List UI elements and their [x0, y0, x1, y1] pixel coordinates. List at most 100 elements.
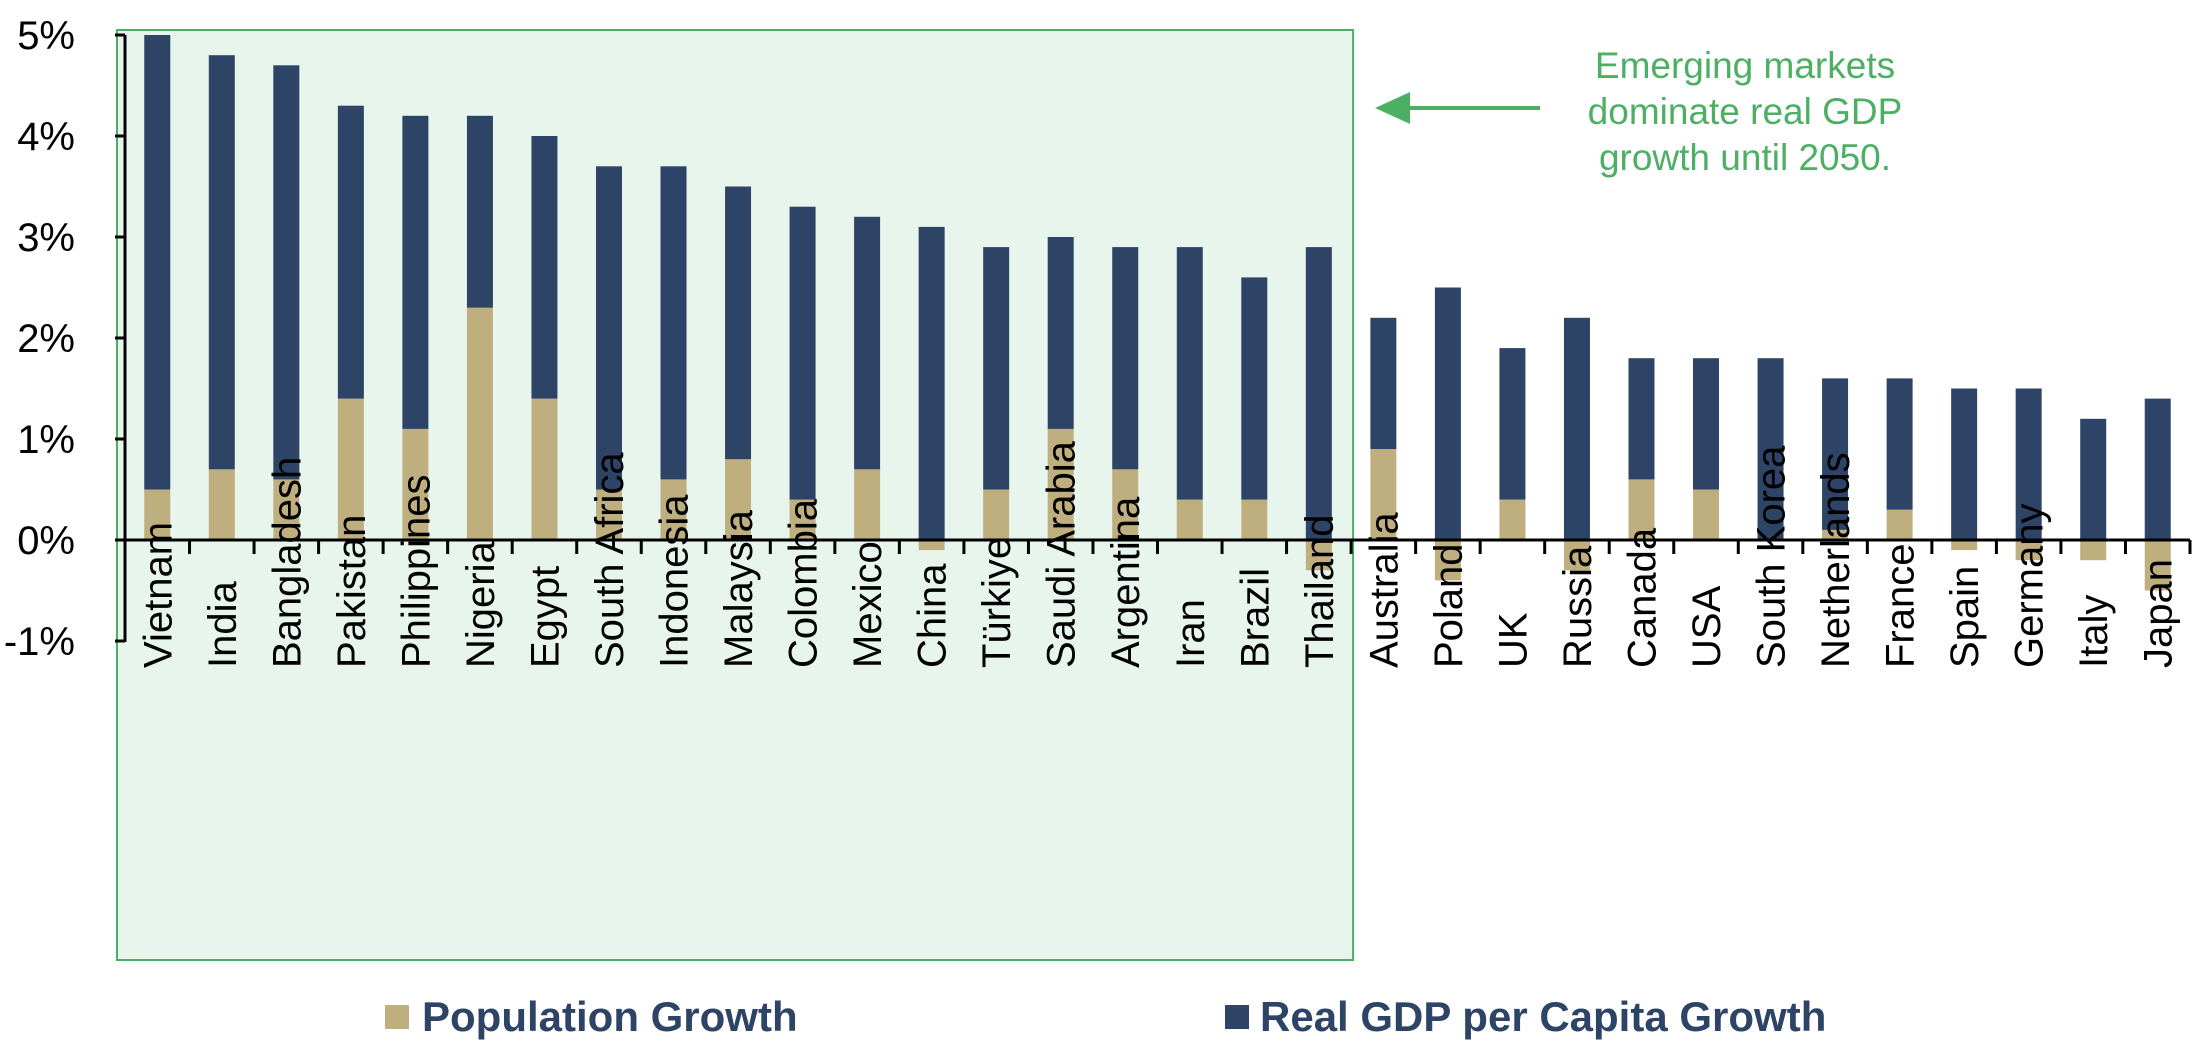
bar-gdp-per-capita-usa [1693, 358, 1720, 490]
category-label: Thailand [1298, 515, 1342, 668]
bar-population-netherlands [1822, 529, 1849, 540]
bar-population-uk [1499, 499, 1526, 540]
category-label: Iran [1169, 599, 1213, 668]
bar-gdp-per-capita-egypt [531, 136, 558, 399]
bar-population-colombia [789, 499, 816, 540]
category-label: Australia [1362, 512, 1406, 668]
bar-population-usa [1693, 489, 1720, 540]
bar-population-australia [1370, 449, 1397, 540]
bar-population-japan [2144, 540, 2171, 591]
legend-label-population: Population Growth [422, 993, 798, 1040]
legend: Population Growth Real GDP per Capita Gr… [385, 993, 1826, 1040]
y-tick-label: -1% [4, 620, 75, 664]
category-label: Türkiye [975, 537, 1019, 668]
category-label: Brazil [1233, 568, 1277, 668]
bar-gdp-per-capita-indonesia [660, 166, 687, 480]
x-tick-group [188, 540, 2192, 554]
bar-gdp-per-capita-brazil [1241, 277, 1268, 500]
bar-gdp-per-capita-philippines [402, 115, 429, 429]
bar-population-indonesia [660, 479, 687, 540]
bar-population-saudi-arabia [1047, 428, 1074, 540]
legend-swatch-gdp-per-capita [1225, 1005, 1249, 1029]
bar-population-germany [2015, 540, 2042, 561]
bar-gdp-per-capita-pakistan [337, 105, 364, 399]
y-tick-label: 0% [17, 519, 75, 563]
category-label: Bangladesh [265, 457, 309, 668]
bar-gdp-per-capita-mexico [854, 216, 881, 470]
bar-gdp-per-capita-south-korea [1757, 358, 1784, 540]
y-tick-label: 4% [17, 115, 75, 159]
bar-gdp-per-capita-thailand [1305, 247, 1332, 540]
annotation-line-2: dominate real GDP [1588, 91, 1903, 132]
category-label: Malaysia [717, 509, 761, 668]
bar-gdp-per-capita-argentina [1112, 247, 1139, 470]
bar-population-mexico [854, 469, 881, 540]
category-label: Russia [1556, 545, 1600, 668]
category-label: Egypt [523, 566, 567, 668]
bar-gdp-per-capita-saudi-arabia [1047, 237, 1074, 429]
bar-population-pakistan [337, 398, 364, 540]
category-label: South Africa [588, 452, 632, 668]
bar-population-t-rkiye [983, 489, 1010, 540]
bar-group [144, 35, 2171, 591]
bar-gdp-per-capita-nigeria [466, 115, 493, 308]
bar-gdp-per-capita-south-africa [595, 166, 622, 490]
bar-gdp-per-capita-t-rkiye [983, 247, 1010, 490]
bar-gdp-per-capita-china [918, 226, 945, 540]
bar-gdp-per-capita-uk [1499, 348, 1526, 500]
category-label: Saudi Arabia [1040, 440, 1084, 668]
bar-population-russia [1563, 540, 1590, 571]
bar-population-iran [1176, 499, 1203, 540]
bar-population-bangladesh [273, 479, 300, 540]
annotation-line-3: growth until 2050. [1599, 137, 1891, 178]
bar-population-china [918, 540, 945, 551]
category-label: Germany [2008, 504, 2052, 669]
category-label: China [911, 563, 955, 668]
legend-label-gdp-per-capita: Real GDP per Capita Growth [1260, 993, 1826, 1040]
bar-gdp-per-capita-vietnam [144, 35, 171, 490]
y-tick-label: 5% [17, 14, 75, 58]
category-label: Canada [1620, 527, 1664, 668]
bar-population-canada [1628, 479, 1655, 540]
category-label: Indonesia [653, 494, 697, 668]
y-tick-label: 2% [17, 317, 75, 361]
category-label: Philippines [394, 475, 438, 668]
category-label: Nigeria [459, 541, 503, 668]
bar-gdp-per-capita-spain [1951, 388, 1978, 540]
y-tick-group: -1% 0% 1% 2% 3% 4% 5% [4, 14, 125, 664]
category-label-group: Vietnam India Bangladesh Pakistan Philippine… [136, 440, 2180, 668]
bar-population-south-africa [595, 489, 622, 540]
bar-gdp-per-capita-netherlands [1822, 378, 1849, 530]
bar-gdp-per-capita-france [1886, 378, 1913, 510]
category-label: Spain [1943, 566, 1987, 668]
bar-gdp-per-capita-australia [1370, 317, 1397, 450]
category-label: India [201, 581, 245, 668]
category-label: Argentina [1104, 496, 1148, 668]
category-label: USA [1685, 585, 1729, 668]
bar-gdp-per-capita-japan [2144, 398, 2171, 540]
category-label: Mexico [846, 541, 890, 668]
y-tick-label: 1% [17, 418, 75, 462]
category-label: Netherlands [1814, 452, 1858, 668]
bar-population-france [1886, 509, 1913, 540]
category-label: Pakistan [330, 515, 374, 668]
bar-population-argentina [1112, 469, 1139, 540]
bar-gdp-per-capita-canada [1628, 358, 1655, 480]
category-label: South Korea [1750, 445, 1794, 668]
bar-population-egypt [531, 398, 558, 540]
bar-gdp-per-capita-colombia [789, 206, 816, 500]
bar-population-brazil [1241, 499, 1268, 540]
bar-population-india [208, 469, 235, 540]
bar-population-poland [1434, 540, 1461, 581]
y-tick-label: 3% [17, 216, 75, 260]
bar-population-spain [1951, 540, 1978, 551]
annotation: Emerging markets dominate real GDP growt… [1375, 45, 1902, 178]
bar-gdp-per-capita-germany [2015, 388, 2042, 540]
annotation-line-1: Emerging markets [1595, 45, 1895, 86]
bar-gdp-per-capita-bangladesh [273, 65, 300, 480]
bar-population-nigeria [466, 307, 493, 540]
bar-population-italy [2080, 540, 2107, 561]
category-label: UK [1491, 612, 1535, 668]
bar-gdp-per-capita-india [208, 55, 235, 470]
